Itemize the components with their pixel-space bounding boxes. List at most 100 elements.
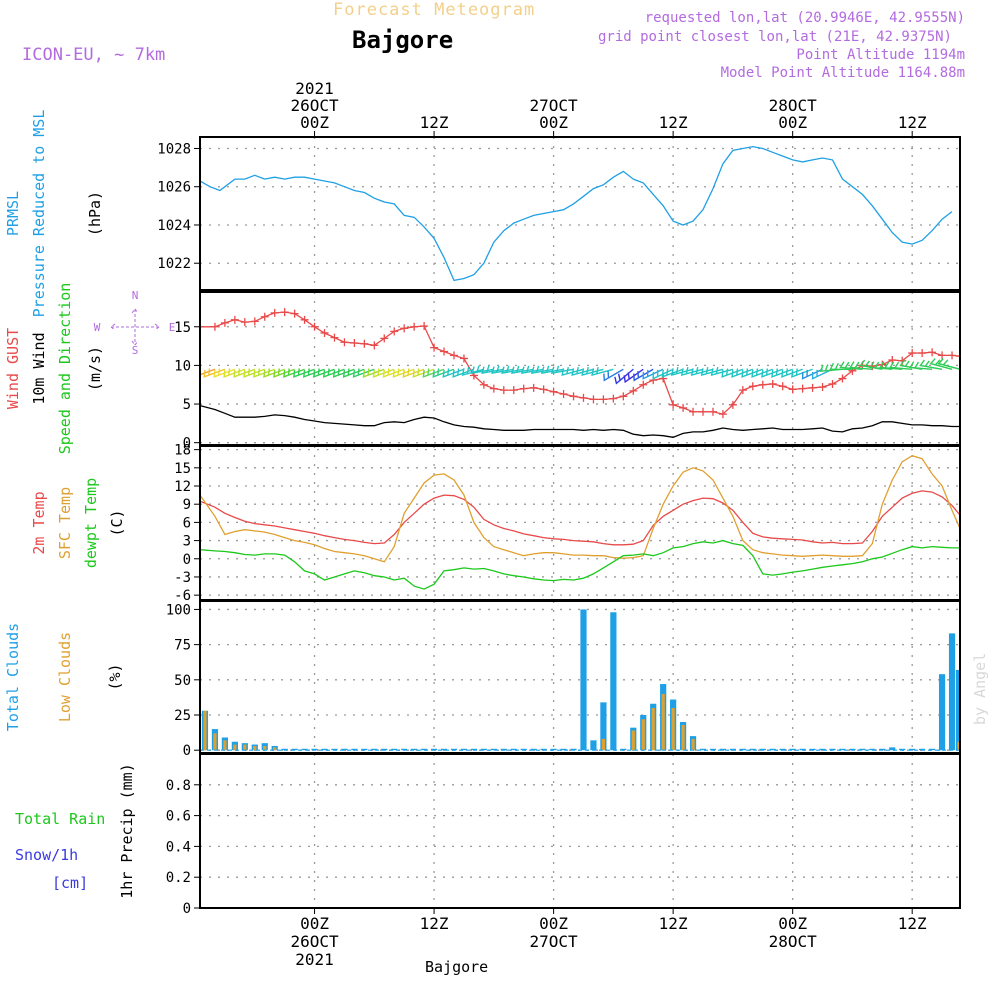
- panel-pressure: 1022 1024 1026 1028 PRMSL Pressure Reduced to…: [4, 110, 961, 317]
- gust-marker: [699, 407, 708, 416]
- time-label-bottom: 26OCT: [290, 932, 339, 951]
- gust-marker: [728, 400, 737, 409]
- total-clouds-bar: [769, 748, 776, 751]
- gust-marker: [519, 384, 528, 393]
- low-clouds-bar: [0, 733, 3, 750]
- compass-arrows: [110, 308, 160, 346]
- wind-barb: [511, 365, 534, 374]
- wind-barb: [481, 365, 504, 374]
- y-tick-label: 0: [183, 743, 191, 759]
- wind-barb: [203, 368, 226, 378]
- time-label-bottom: 28OCT: [769, 932, 818, 951]
- wind-barb: [571, 366, 594, 376]
- wind-barb: [223, 368, 246, 378]
- total-clouds-bar: [291, 748, 298, 751]
- total-clouds-bar: [829, 748, 836, 751]
- wind-barb: [680, 366, 704, 376]
- time-label-bottom: 00Z: [778, 914, 807, 933]
- wind-barb: [412, 368, 435, 378]
- wind-barb: [352, 368, 375, 378]
- gust-marker: [639, 380, 648, 389]
- wind-barb: [614, 368, 634, 385]
- compass-east: E: [169, 321, 176, 334]
- grid-coords: grid point closest lon,lat (21E, 42.9375…: [598, 29, 952, 45]
- total-clouds-bar: [938, 674, 946, 751]
- left-label: Low Clouds: [56, 632, 74, 722]
- y-tick-label: -6: [174, 588, 191, 604]
- low-clouds-bar: [233, 744, 237, 751]
- total-clouds-bar: [729, 748, 736, 751]
- low-clouds-bar: [661, 693, 665, 751]
- sfc-temp-line: [200, 454, 960, 563]
- model-point-altitude: Model Point Altitude 1164.88m: [721, 65, 965, 81]
- gust-marker: [400, 324, 409, 333]
- wind-barb: [422, 368, 445, 378]
- total-clouds-bar: [739, 748, 746, 751]
- y-tick-label: 0.4: [166, 839, 191, 855]
- y-tick-label: 100: [166, 602, 191, 618]
- gust-marker: [479, 380, 488, 389]
- gust-marker: [778, 382, 787, 391]
- wind-barb: [530, 365, 554, 374]
- wind-barb: [342, 368, 365, 378]
- time-label-bottom: 27OCT: [530, 932, 579, 951]
- total-clouds-bar: [610, 612, 617, 751]
- total-clouds-bar: [819, 748, 826, 751]
- y-tick-label: 0: [183, 901, 191, 917]
- wind-barb: [839, 361, 863, 370]
- wind-barb: [751, 368, 773, 378]
- gust-marker: [410, 322, 419, 331]
- gust-marker: [619, 392, 628, 401]
- y-tick-label: 15: [174, 461, 191, 477]
- gust-marker: [679, 403, 688, 412]
- gust-marker: [609, 394, 618, 403]
- wind-barb: [710, 366, 734, 376]
- wind-barb: [521, 365, 544, 374]
- location-title: Bajgore: [352, 26, 453, 54]
- gust-marker: [629, 386, 638, 395]
- wind-barb: [670, 366, 694, 376]
- credit-watermark: by Angel: [971, 653, 989, 725]
- unit-label: 1hr Precip (mm): [118, 763, 136, 898]
- wind-barb: [312, 368, 335, 378]
- total-clouds-bar: [899, 748, 906, 751]
- wind-barb: [781, 368, 803, 378]
- meteogram-subtitle: Forecast Meteogram: [333, 0, 535, 20]
- gust-marker: [290, 309, 299, 318]
- gust-marker: [928, 348, 937, 357]
- wind-barb: [741, 368, 764, 378]
- wind-barb: [263, 368, 285, 378]
- gust-marker: [210, 322, 219, 331]
- gust-marker: [529, 383, 538, 392]
- gust-marker: [459, 354, 468, 363]
- y-tick-label: 0.2: [166, 870, 191, 886]
- gust-marker: [390, 327, 399, 336]
- wind-barb: [652, 368, 674, 380]
- total-clouds-bar: [719, 748, 727, 751]
- time-label-top: 00Z: [778, 113, 807, 132]
- wind-barb: [432, 368, 455, 378]
- gust-marker: [948, 351, 957, 360]
- total-clouds-bar: [351, 748, 358, 751]
- low-clouds-bar: [253, 745, 257, 751]
- panel-frame: [199, 136, 961, 291]
- left-label: dewpt Temp: [82, 478, 100, 568]
- compass-west: W: [94, 321, 101, 334]
- gust-marker: [370, 341, 379, 350]
- wind-barb: [633, 368, 654, 382]
- total-clouds-bar: [620, 748, 627, 751]
- wind-barb: [213, 368, 236, 378]
- wind-barb: [581, 366, 604, 376]
- wind-barb: [690, 366, 714, 376]
- left-label: Speed and Direction: [56, 283, 74, 455]
- wind-barb: [442, 368, 465, 378]
- wind-barb: [293, 368, 315, 378]
- total-clouds-bar: [540, 748, 547, 751]
- time-label-top: 12Z: [898, 113, 927, 132]
- gust-marker: [350, 339, 359, 347]
- gust-marker: [748, 382, 757, 391]
- wind-barb: [243, 368, 265, 378]
- low-clouds-bar: [651, 707, 655, 751]
- total-clouds-bar: [929, 748, 936, 751]
